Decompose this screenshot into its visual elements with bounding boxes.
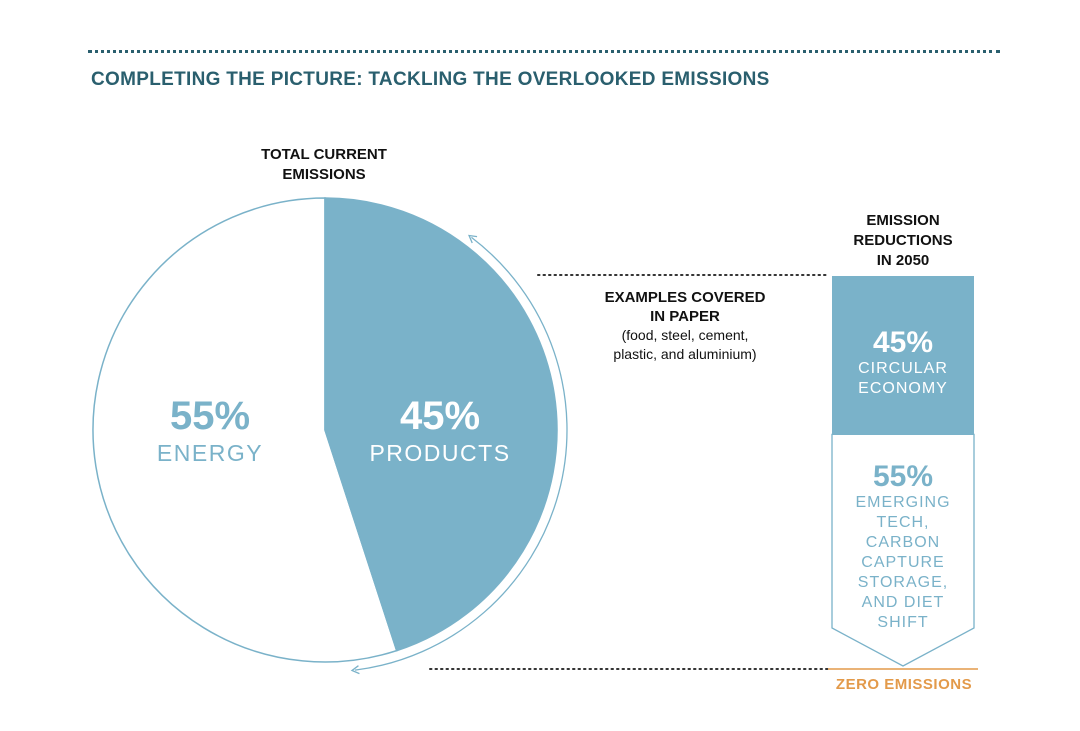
arc-arrow-upper bbox=[354, 234, 568, 671]
pie-title: TOTAL CURRENT EMISSIONS bbox=[261, 146, 387, 183]
zero-emissions-label: ZERO EMISSIONS bbox=[835, 676, 973, 693]
page-title: COMPLETING THE PICTURE: TACKLING THE OVE… bbox=[91, 69, 770, 90]
reductions-column bbox=[831, 276, 975, 667]
pie-slice-products bbox=[324, 197, 558, 652]
pie-label-products: PRODUCTS bbox=[369, 440, 510, 466]
reductions-title: EMISSION REDUCTIONS IN 2050 bbox=[853, 212, 953, 269]
pie-label-energy: ENERGY bbox=[157, 440, 263, 466]
pie-slice-energy bbox=[92, 197, 398, 663]
pie-percent-products: 45% bbox=[400, 394, 480, 438]
emerging-tech-label: EMERGING TECH, CARBON CAPTURE STORAGE, A… bbox=[855, 494, 951, 631]
circular-economy-percent: 45% bbox=[872, 326, 934, 359]
emerging-tech-percent: 55% bbox=[872, 460, 934, 493]
examples-heading: EXAMPLES COVERED IN PAPER bbox=[604, 289, 766, 325]
header-dotted-rule bbox=[88, 50, 1000, 53]
pie-percent-energy: 55% bbox=[170, 394, 250, 438]
pie-chart: 55%ENERGY 45%PRODUCTS bbox=[92, 197, 558, 663]
segment-emerging-tech bbox=[831, 433, 975, 667]
examples-detail: (food, steel, cement, plastic, and alumi… bbox=[613, 327, 757, 362]
circular-economy-label: CIRCULAR ECONOMY bbox=[858, 360, 948, 397]
segment-circular-economy bbox=[832, 276, 974, 435]
products-arc-bracket bbox=[350, 234, 568, 675]
emerging-tech-segment-label: 55% EMERGING TECH, CARBON CAPTURE STORAG… bbox=[832, 461, 974, 633]
circular-economy-segment-label: 45% CIRCULAR ECONOMY bbox=[832, 327, 974, 399]
examples-annotation: EXAMPLES COVERED IN PAPER (food, steel, … bbox=[560, 288, 810, 364]
